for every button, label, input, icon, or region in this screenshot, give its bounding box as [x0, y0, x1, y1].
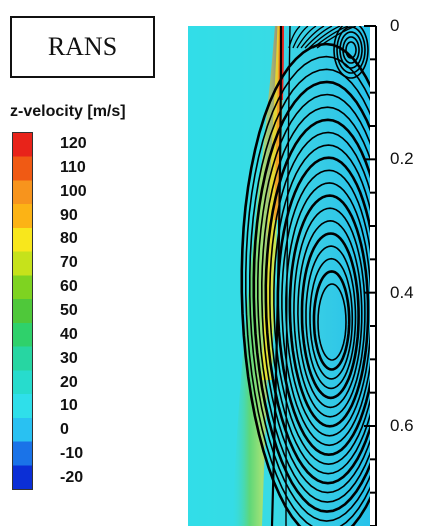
streamline	[312, 26, 349, 49]
streamline	[333, 26, 369, 79]
streamline	[288, 26, 301, 49]
colorbar-tick-label: 80	[60, 230, 78, 248]
streamline	[245, 55, 370, 526]
streamline	[305, 245, 357, 390]
streamline	[317, 283, 347, 361]
streamline	[296, 26, 317, 49]
axis-tick-label: 0.2	[390, 149, 414, 169]
colorbar-tick-label: 90	[60, 206, 78, 224]
colorbar-tick-label: -10	[60, 445, 84, 463]
colorbar-tick-label: 30	[60, 349, 78, 367]
streamline	[269, 131, 370, 475]
streamline	[342, 36, 360, 64]
colorbar-tick-label: 10	[60, 397, 78, 415]
streamline	[285, 182, 370, 437]
streamline	[285, 26, 291, 526]
title-text: RANS	[47, 32, 118, 61]
streamline	[260, 106, 370, 494]
streamline	[309, 257, 354, 380]
streamline	[300, 232, 360, 400]
colorbar-tick-label: 110	[60, 158, 86, 176]
colorbar-tick-label: 70	[60, 254, 78, 272]
colorbar-tick-label: 120	[60, 134, 87, 152]
streamline	[312, 270, 351, 371]
axis-tick-label: 0.4	[390, 282, 414, 302]
streamline	[297, 219, 363, 409]
streamline	[300, 26, 325, 49]
streamline	[292, 26, 309, 49]
colorbar-tick-label: 50	[60, 302, 78, 319]
streamline	[304, 26, 333, 49]
title-box: RANS	[10, 16, 155, 78]
streamline	[273, 144, 370, 466]
colorbar-tick-label: 100	[60, 182, 87, 200]
streamline	[281, 169, 370, 447]
streamline	[270, 26, 283, 526]
streamline	[345, 41, 357, 59]
streamlines	[240, 26, 370, 526]
legend-title: z-velocity [m/s]	[10, 103, 126, 120]
field-background	[188, 26, 370, 526]
streamline	[240, 42, 370, 526]
streamline	[308, 26, 341, 49]
colorbar-tick-label: 20	[60, 373, 78, 391]
streamline	[293, 207, 366, 418]
colorbar-tick-label: 60	[60, 278, 78, 296]
streamline	[339, 31, 363, 69]
axis-tick-label: 0	[390, 16, 400, 35]
right-axis	[364, 25, 377, 526]
colorbar	[12, 132, 33, 490]
streamline	[288, 194, 370, 428]
streamline	[264, 118, 370, 485]
streamline	[336, 26, 366, 74]
axis-tick-label: 0.6	[390, 416, 414, 435]
colorbar-tick-label: -20	[60, 469, 84, 487]
colorbar-tick-label: 0	[60, 421, 69, 439]
streamline	[249, 68, 370, 522]
colorbar-tick-label: 40	[60, 325, 78, 343]
streamline	[316, 26, 357, 49]
streamline	[257, 93, 370, 503]
streamline	[252, 80, 370, 513]
